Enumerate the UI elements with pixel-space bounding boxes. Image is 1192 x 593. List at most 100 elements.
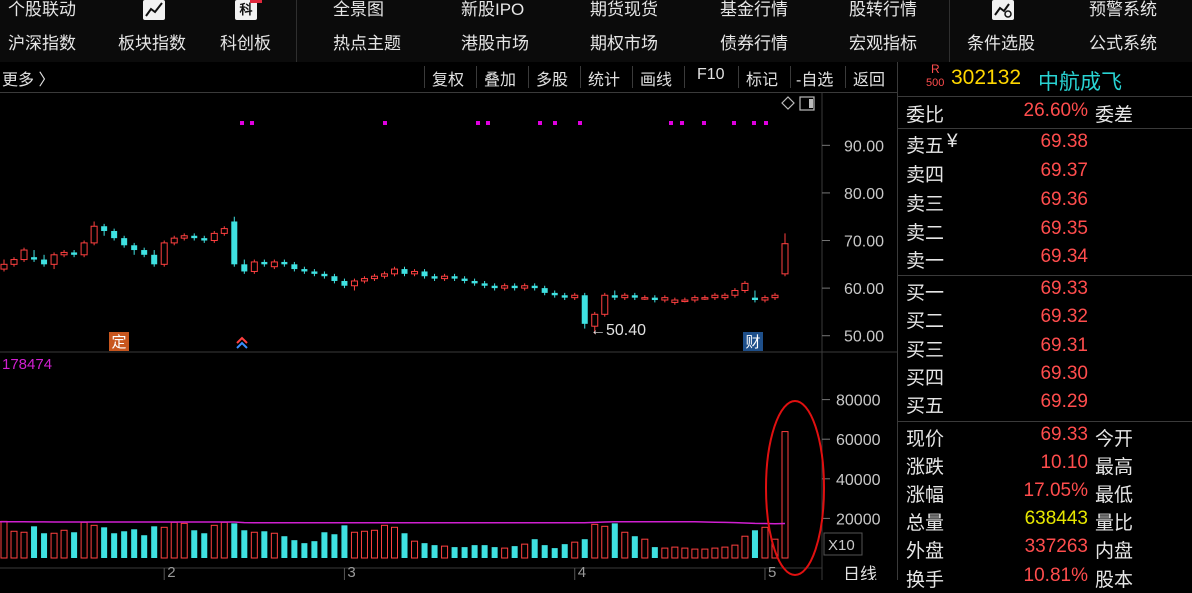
candle-body bbox=[41, 259, 48, 265]
candle-body bbox=[611, 295, 618, 298]
nav-stock-screener[interactable]: 条件选股 bbox=[967, 34, 1035, 53]
candle-body bbox=[731, 290, 739, 296]
nav-options-market[interactable]: 期权市场 bbox=[590, 34, 658, 53]
marker-cai-badge[interactable] bbox=[743, 332, 763, 351]
bid-row[interactable]: 买三 69.31 bbox=[898, 335, 1192, 363]
chart-area[interactable]: 90.00 80.00 70.00 60.00 50.00 80000 60000 40000… bbox=[0, 92, 897, 584]
nav-futures-spot[interactable]: 期货现货 bbox=[590, 0, 658, 19]
volume-bar bbox=[170, 521, 178, 559]
bid-label: 买二 bbox=[906, 311, 945, 332]
nav-sector-index[interactable]: 板块指数 bbox=[118, 34, 186, 53]
adjust-button[interactable]: 复权 bbox=[432, 72, 465, 89]
stock-screener-icon[interactable] bbox=[992, 0, 1014, 20]
volume-bar bbox=[551, 548, 558, 558]
signal-dot bbox=[578, 121, 582, 125]
f10-button[interactable]: F10 bbox=[697, 66, 725, 83]
bid-row[interactable]: 买一 69.33 bbox=[898, 278, 1192, 306]
nav-star-market[interactable]: 科创板 bbox=[220, 34, 271, 53]
panel-divider bbox=[898, 96, 1192, 97]
draw-line-button[interactable]: 画线 bbox=[640, 72, 673, 89]
nav-hk-market[interactable]: 港股市场 bbox=[461, 34, 529, 53]
mark-button[interactable]: 标记 bbox=[746, 72, 779, 89]
nav-fund-quotes[interactable]: 基金行情 bbox=[720, 0, 788, 19]
volume-bar bbox=[250, 531, 258, 559]
candle-body bbox=[250, 261, 258, 272]
overlay-button[interactable]: 叠加 bbox=[484, 72, 517, 89]
marker-ding-badge[interactable] bbox=[109, 332, 129, 351]
volume-bar bbox=[401, 533, 408, 558]
back-button[interactable]: 返回 bbox=[853, 72, 886, 89]
signal-dot bbox=[669, 121, 673, 125]
bid-row[interactable]: 买二 69.32 bbox=[898, 306, 1192, 334]
volume-bar bbox=[561, 544, 568, 558]
volume-bar bbox=[451, 547, 458, 558]
star-market-icon[interactable]: 科 bbox=[235, 0, 257, 20]
candle-body bbox=[431, 276, 438, 279]
candle-body bbox=[370, 275, 378, 280]
nav-formula-system[interactable]: 公式系统 bbox=[1089, 34, 1157, 53]
signal-dot bbox=[538, 121, 542, 125]
ask-price: 69.36 bbox=[1040, 189, 1088, 210]
candle-body bbox=[501, 285, 509, 289]
bid-row[interactable]: 买四 69.30 bbox=[898, 363, 1192, 391]
stat-value: 638443 bbox=[1024, 508, 1088, 529]
toolbar-divider bbox=[790, 66, 791, 88]
volume-bar bbox=[60, 529, 68, 559]
nav-alert-system[interactable]: 预警系统 bbox=[1089, 0, 1157, 19]
volume-bar bbox=[380, 524, 388, 559]
ask-row[interactable]: 卖二 69.35 bbox=[898, 218, 1192, 246]
candle-body bbox=[591, 313, 599, 327]
marker-ding-label: 定 bbox=[111, 333, 126, 351]
nav-hot-topics[interactable]: 热点主题 bbox=[333, 34, 401, 53]
nav-new-ipo[interactable]: 新股IPO bbox=[461, 0, 525, 19]
volume-bar bbox=[781, 431, 789, 559]
bid-label: 买一 bbox=[906, 283, 945, 304]
nav-neeq-quotes[interactable]: 股转行情 bbox=[849, 0, 917, 19]
candle-body bbox=[621, 294, 629, 299]
candle-body bbox=[711, 294, 719, 299]
remove-watchlist-button[interactable]: -自选 bbox=[796, 72, 834, 89]
panel-toggle-icon[interactable] bbox=[799, 96, 815, 111]
ask-price: 69.37 bbox=[1040, 160, 1088, 181]
volume-bar bbox=[261, 531, 268, 558]
ask-row[interactable]: 卖五 ¥ 69.38 bbox=[898, 131, 1192, 159]
stat-extra-label: 量比 bbox=[1095, 513, 1134, 534]
nav-sh-sz-index[interactable]: 沪深指数 bbox=[8, 34, 76, 53]
panel-toggle-icon-fill bbox=[809, 99, 813, 108]
ask-row[interactable]: 卖四 69.37 bbox=[898, 160, 1192, 188]
bid-row[interactable]: 买五 69.29 bbox=[898, 391, 1192, 419]
candle-body bbox=[131, 245, 138, 251]
ask-price: 69.38 bbox=[1040, 131, 1088, 152]
nav-macro-indicators[interactable]: 宏观指标 bbox=[849, 34, 917, 53]
volume-bar bbox=[591, 523, 599, 559]
volume-bar bbox=[241, 530, 248, 558]
sector-chart-icon[interactable] bbox=[143, 0, 165, 20]
volume-bar bbox=[360, 530, 368, 559]
x-tick-label: 3 bbox=[347, 564, 355, 580]
nav-bond-quotes[interactable]: 债券行情 bbox=[720, 34, 788, 53]
volume-bar bbox=[341, 525, 348, 558]
volume-bar bbox=[571, 541, 579, 559]
stat-value: 10.81% bbox=[1023, 565, 1088, 586]
nav-panorama[interactable]: 全景图 bbox=[333, 0, 384, 19]
candle-body bbox=[411, 270, 419, 275]
kline-chart-svg[interactable]: 90.00 80.00 70.00 60.00 50.00 80000 60000 40000… bbox=[0, 92, 897, 584]
ask-row[interactable]: 卖三 69.36 bbox=[898, 189, 1192, 217]
period-label[interactable]: 日线 bbox=[843, 565, 877, 584]
stat-extra-label: 内盘 bbox=[1095, 541, 1134, 562]
diamond-toggle-icon[interactable] bbox=[781, 96, 795, 110]
nav-linked-stocks[interactable]: 个股联动 bbox=[8, 0, 76, 19]
candle-body bbox=[0, 263, 8, 270]
volume-bar bbox=[281, 536, 288, 558]
candle-body bbox=[561, 295, 568, 298]
statistics-button[interactable]: 统计 bbox=[588, 72, 621, 89]
ask-row[interactable]: 卖一 69.34 bbox=[898, 246, 1192, 274]
candle-body bbox=[141, 250, 148, 255]
toolbar-divider bbox=[476, 66, 477, 88]
candle-body bbox=[651, 297, 658, 301]
volume-bar bbox=[521, 543, 529, 559]
more-button[interactable]: 更多 〉 bbox=[2, 72, 55, 89]
candle-body bbox=[331, 276, 338, 281]
multi-stock-button[interactable]: 多股 bbox=[536, 72, 569, 89]
signal-dot bbox=[752, 121, 756, 125]
